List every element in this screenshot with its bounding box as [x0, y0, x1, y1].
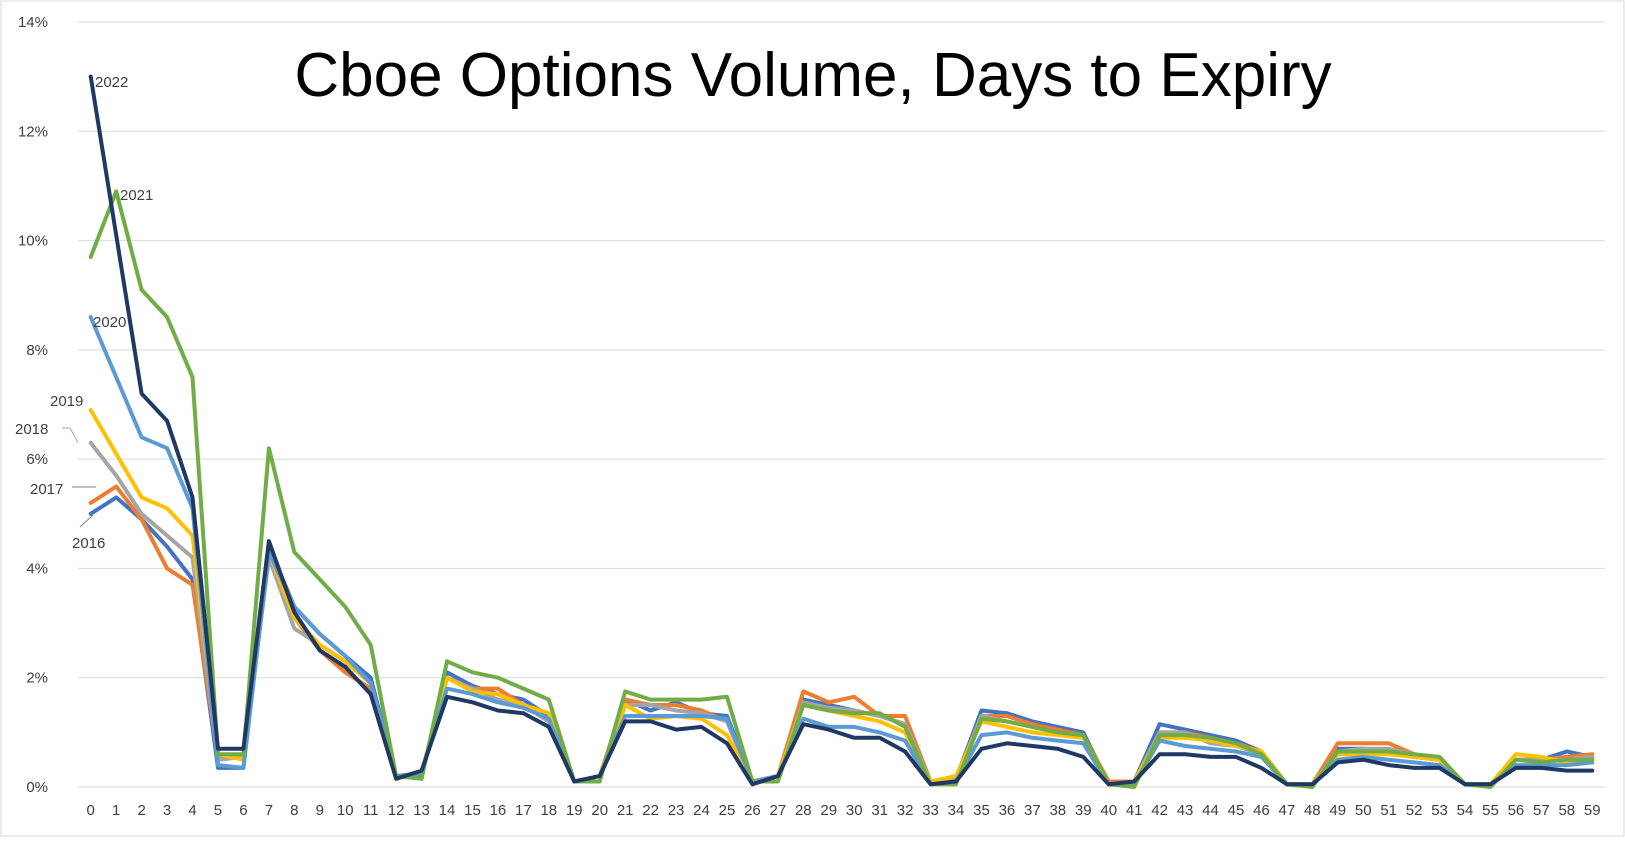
x-tick-label: 39 [1075, 802, 1092, 819]
x-tick-label: 36 [999, 802, 1016, 819]
x-tick-label: 54 [1457, 802, 1474, 819]
y-tick-label: 8% [26, 342, 48, 359]
y-tick-label: 12% [18, 123, 48, 140]
x-tick-label: 20 [591, 802, 608, 819]
x-tick-label: 12 [388, 802, 405, 819]
x-tick-label: 56 [1508, 802, 1525, 819]
y-tick-label: 6% [26, 451, 48, 468]
x-tick-label: 28 [795, 802, 812, 819]
x-tick-label: 8 [290, 802, 298, 819]
x-tick-label: 21 [617, 802, 634, 819]
x-tick-label: 26 [744, 802, 761, 819]
x-tick-label: 7 [265, 802, 273, 819]
x-tick-label: 3 [163, 802, 171, 819]
x-tick-label: 32 [897, 802, 914, 819]
x-tick-label: 31 [871, 802, 888, 819]
series-label-2016: 2016 [72, 535, 105, 552]
x-tick-label: 10 [337, 802, 354, 819]
series-line-2021 [88, 189, 1595, 789]
x-tick-label: 25 [719, 802, 736, 819]
y-tick-label: 2% [26, 670, 48, 687]
x-tick-label: 52 [1406, 802, 1423, 819]
x-tick-label: 44 [1202, 802, 1219, 819]
x-tick-label: 15 [464, 802, 481, 819]
x-tick-label: 46 [1253, 802, 1270, 819]
x-tick-label: 48 [1304, 802, 1321, 819]
x-tick-label: 19 [566, 802, 583, 819]
x-tick-label: 41 [1126, 802, 1143, 819]
x-tick-label: 9 [316, 802, 324, 819]
x-tick-label: 38 [1049, 802, 1066, 819]
x-tick-label: 11 [363, 802, 379, 819]
x-tick-label: 43 [1177, 802, 1194, 819]
series-label-2019: 2019 [50, 393, 83, 410]
x-tick-label: 58 [1558, 802, 1575, 819]
x-tick-label: 40 [1100, 802, 1117, 819]
x-tick-label: 18 [540, 802, 557, 819]
y-tick-label: 10% [18, 233, 48, 250]
x-tick-label: 23 [668, 802, 685, 819]
x-tick-label: 5 [214, 802, 222, 819]
x-tick-label: 24 [693, 802, 710, 819]
x-tick-label: 29 [820, 802, 837, 819]
x-tick-label: 14 [439, 802, 456, 819]
x-tick-label: 35 [973, 802, 990, 819]
chart-title: Cboe Options Volume, Days to Expiry [294, 41, 1331, 110]
y-tick-label: 4% [26, 560, 48, 577]
x-tick-label: 0 [87, 802, 95, 819]
x-tick-label: 16 [490, 802, 507, 819]
x-tick-label: 57 [1533, 802, 1550, 819]
series-label-2022: 2022 [95, 74, 128, 91]
series-label-2018: 2018 [15, 421, 48, 438]
y-tick-label: 14% [18, 14, 48, 31]
label-leader [79, 514, 94, 528]
x-tick-label: 45 [1228, 802, 1245, 819]
x-tick-label: 22 [642, 802, 659, 819]
x-tick-label: 50 [1355, 802, 1372, 819]
x-tick-label: 49 [1329, 802, 1346, 819]
x-tick-label: 13 [413, 802, 430, 819]
x-tick-label: 53 [1431, 802, 1448, 819]
x-tick-label: 42 [1151, 802, 1168, 819]
series-label-2021: 2021 [120, 187, 153, 204]
x-tick-label: 6 [239, 802, 247, 819]
x-tick-label: 17 [515, 802, 532, 819]
y-tick-label: 0% [26, 779, 48, 796]
x-tick-label: 33 [922, 802, 939, 819]
label-leader [62, 427, 79, 444]
x-tick-label: 47 [1279, 802, 1296, 819]
x-tick-label: 1 [112, 802, 120, 819]
x-tick-label: 34 [948, 802, 965, 819]
x-tick-label: 51 [1380, 802, 1397, 819]
x-tick-label: 2 [137, 802, 145, 819]
series-label-2020: 2020 [93, 314, 126, 331]
series-line-2020 [88, 315, 1595, 787]
x-tick-label: 59 [1584, 802, 1601, 819]
x-tick-label: 37 [1024, 802, 1041, 819]
x-tick-label: 27 [770, 802, 787, 819]
series-line-2017 [88, 484, 1595, 787]
series-line-2022 [88, 74, 1595, 787]
x-tick-label: 30 [846, 802, 863, 819]
x-tick-label: 55 [1482, 802, 1499, 819]
series-label-2017: 2017 [30, 481, 63, 498]
x-tick-label: 4 [188, 802, 196, 819]
